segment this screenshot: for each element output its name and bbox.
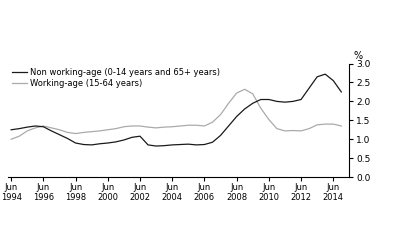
Non working-age (0-14 years and 65+ years) — [186, 143, 191, 146]
Working-age (15-64 years) — [307, 127, 312, 130]
Non working-age (0-14 years and 65+ years) — [97, 142, 102, 145]
Non working-age (0-14 years and 65+ years) — [57, 133, 62, 136]
Non working-age (0-14 years and 65+ years) — [331, 79, 335, 82]
Non working-age (0-14 years and 65+ years) — [33, 125, 38, 127]
Non working-age (0-14 years and 65+ years) — [226, 125, 231, 127]
Non working-age (0-14 years and 65+ years) — [178, 143, 183, 146]
Working-age (15-64 years) — [89, 130, 94, 133]
Non working-age (0-14 years and 65+ years) — [218, 134, 223, 137]
Non working-age (0-14 years and 65+ years) — [49, 130, 54, 132]
Working-age (15-64 years) — [178, 125, 183, 127]
Non working-age (0-14 years and 65+ years) — [258, 98, 263, 101]
Working-age (15-64 years) — [33, 126, 38, 129]
Line: Working-age (15-64 years): Working-age (15-64 years) — [11, 89, 341, 139]
Non working-age (0-14 years and 65+ years) — [307, 87, 312, 89]
Working-age (15-64 years) — [323, 123, 328, 126]
Working-age (15-64 years) — [25, 130, 30, 132]
Non working-age (0-14 years and 65+ years) — [194, 143, 199, 146]
Working-age (15-64 years) — [154, 126, 158, 129]
Non working-age (0-14 years and 65+ years) — [25, 126, 30, 128]
Non working-age (0-14 years and 65+ years) — [17, 127, 21, 130]
Working-age (15-64 years) — [121, 125, 126, 128]
Working-age (15-64 years) — [251, 92, 255, 95]
Non working-age (0-14 years and 65+ years) — [9, 128, 13, 131]
Working-age (15-64 years) — [138, 125, 143, 127]
Working-age (15-64 years) — [73, 132, 78, 135]
Working-age (15-64 years) — [242, 88, 247, 91]
Working-age (15-64 years) — [315, 123, 320, 126]
Working-age (15-64 years) — [49, 126, 54, 129]
Non working-age (0-14 years and 65+ years) — [266, 98, 271, 101]
Non working-age (0-14 years and 65+ years) — [154, 145, 158, 147]
Non working-age (0-14 years and 65+ years) — [234, 115, 239, 118]
Non working-age (0-14 years and 65+ years) — [251, 102, 255, 105]
Non working-age (0-14 years and 65+ years) — [283, 101, 287, 104]
Working-age (15-64 years) — [234, 92, 239, 94]
Non working-age (0-14 years and 65+ years) — [81, 143, 86, 146]
Working-age (15-64 years) — [162, 126, 166, 128]
Working-age (15-64 years) — [291, 129, 295, 132]
Non working-age (0-14 years and 65+ years) — [41, 125, 46, 128]
Non working-age (0-14 years and 65+ years) — [291, 100, 295, 103]
Non working-age (0-14 years and 65+ years) — [299, 98, 303, 101]
Working-age (15-64 years) — [114, 127, 118, 130]
Non working-age (0-14 years and 65+ years) — [114, 141, 118, 143]
Working-age (15-64 years) — [283, 130, 287, 132]
Non working-age (0-14 years and 65+ years) — [65, 137, 70, 140]
Working-age (15-64 years) — [170, 125, 175, 128]
Non working-age (0-14 years and 65+ years) — [73, 142, 78, 144]
Non working-age (0-14 years and 65+ years) — [210, 141, 215, 144]
Non working-age (0-14 years and 65+ years) — [274, 100, 279, 103]
Working-age (15-64 years) — [9, 138, 13, 141]
Non working-age (0-14 years and 65+ years) — [106, 142, 110, 144]
Working-age (15-64 years) — [97, 130, 102, 132]
Working-age (15-64 years) — [299, 130, 303, 132]
Working-age (15-64 years) — [258, 107, 263, 110]
Working-age (15-64 years) — [57, 128, 62, 131]
Non working-age (0-14 years and 65+ years) — [121, 139, 126, 141]
Working-age (15-64 years) — [218, 113, 223, 116]
Working-age (15-64 years) — [129, 125, 134, 127]
Working-age (15-64 years) — [210, 121, 215, 123]
Working-age (15-64 years) — [186, 124, 191, 127]
Working-age (15-64 years) — [266, 118, 271, 121]
Working-age (15-64 years) — [274, 127, 279, 130]
Non working-age (0-14 years and 65+ years) — [323, 73, 328, 76]
Legend: Non working-age (0-14 years and 65+ years), Working-age (15-64 years): Non working-age (0-14 years and 65+ year… — [12, 68, 220, 88]
Working-age (15-64 years) — [194, 124, 199, 127]
Non working-age (0-14 years and 65+ years) — [242, 108, 247, 110]
Working-age (15-64 years) — [226, 102, 231, 105]
Non working-age (0-14 years and 65+ years) — [315, 75, 320, 78]
Working-age (15-64 years) — [17, 135, 21, 138]
Non working-age (0-14 years and 65+ years) — [146, 143, 150, 146]
Non working-age (0-14 years and 65+ years) — [162, 144, 166, 147]
Non working-age (0-14 years and 65+ years) — [170, 143, 175, 146]
Line: Non working-age (0-14 years and 65+ years): Non working-age (0-14 years and 65+ year… — [11, 74, 341, 146]
Non working-age (0-14 years and 65+ years) — [339, 91, 344, 93]
Working-age (15-64 years) — [106, 128, 110, 131]
Working-age (15-64 years) — [331, 123, 335, 126]
Working-age (15-64 years) — [65, 131, 70, 134]
Working-age (15-64 years) — [202, 125, 207, 127]
Text: %: % — [353, 51, 362, 61]
Non working-age (0-14 years and 65+ years) — [129, 136, 134, 139]
Non working-age (0-14 years and 65+ years) — [138, 135, 143, 138]
Working-age (15-64 years) — [339, 125, 344, 127]
Non working-age (0-14 years and 65+ years) — [202, 143, 207, 146]
Working-age (15-64 years) — [146, 126, 150, 128]
Working-age (15-64 years) — [81, 131, 86, 134]
Working-age (15-64 years) — [41, 125, 46, 127]
Non working-age (0-14 years and 65+ years) — [89, 143, 94, 146]
